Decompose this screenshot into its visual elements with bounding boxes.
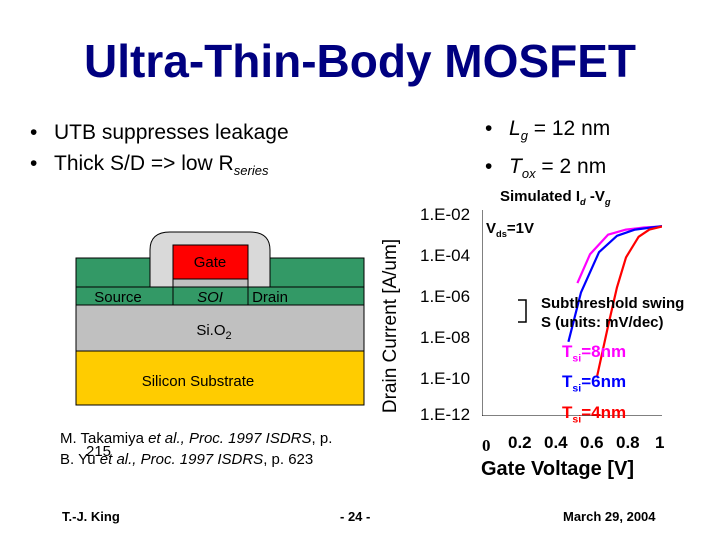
value: = 12 nm	[527, 117, 611, 140]
symbol: T	[509, 155, 522, 179]
y-tick-label: 1.E-08	[420, 328, 471, 347]
swing-line-1: Subthreshold swing	[541, 295, 685, 312]
footer-page-number: - 24 -	[340, 509, 371, 524]
gate-label: Gate	[194, 254, 227, 271]
bullet-text: UTB suppresses leakage	[54, 121, 289, 144]
swing-bracket-icon	[518, 299, 527, 323]
series-label-4nm: Tsi=4nm	[562, 402, 627, 426]
substrate-label: Silicon Substrate	[142, 373, 255, 390]
ref-page: , p. 623	[263, 451, 314, 468]
symbol-subscript: ox	[521, 166, 536, 182]
series-label-6nm: Tsi=6nm	[562, 372, 627, 395]
y-tick-label: 1.E-10	[420, 369, 471, 388]
chart-title: Simulated Id -Vg	[500, 188, 611, 207]
x-tick-label: 0.6	[580, 433, 604, 452]
footer-date: March 29, 2004	[563, 509, 656, 524]
symbol: L	[509, 117, 521, 140]
y-tick-label: 1.E-06	[420, 287, 471, 306]
substrate-layer	[75, 350, 365, 406]
ref-page: , p.	[311, 430, 333, 447]
y-tick-label: 1.E-02	[420, 205, 471, 224]
bullet-utb: • UTB suppresses leakage	[30, 121, 289, 144]
left-bullet-list: • UTB suppresses leakage • Thick S/D => lo…	[30, 117, 289, 186]
x-tick-label: 0.2	[508, 433, 532, 452]
source-region	[75, 286, 174, 306]
buried-oxide-layer	[75, 304, 365, 352]
bullet-subscript: series	[233, 163, 269, 179]
y-tick-label: 1.E-04	[420, 246, 471, 265]
ref-author: M. Takamiya	[60, 430, 149, 447]
x-tick-label: 1	[655, 433, 665, 452]
bullet-thick-sd: • Thick S/D => low Rseries	[30, 152, 269, 179]
reference-1: M. Takamiya et al., Proc. 1997 ISDRS, p.	[60, 428, 332, 449]
ref-source: et al., Proc. 1997 ISDRS	[148, 430, 312, 447]
x-tick-label: 0	[482, 436, 491, 455]
soi-label: SOI	[197, 289, 223, 306]
swing-line-2: S (units: mV/dec)	[541, 314, 664, 331]
gate-oxide	[172, 278, 249, 288]
drain-region	[247, 286, 365, 306]
chart-xlabel: Gate Voltage [V]	[481, 458, 634, 480]
chart-ylabel: Drain Current [A/um]	[380, 238, 401, 414]
bullet-text: Thick S/D => low R	[54, 152, 234, 175]
oxide-label: Si.O2	[196, 322, 231, 342]
series-line-tsi-6nm	[567, 225, 662, 343]
series-label-8nm: Tsi=8nm	[562, 342, 627, 365]
ref-source: et al., Proc. 1997 ISDRS	[99, 451, 264, 468]
value: = 2 nm	[535, 155, 607, 179]
reference-2: B. Yu et al., Proc. 1997 ISDRS, p. 623	[60, 449, 332, 470]
right-bullet-list: • Lg = 12 nm • Tox = 2 nm	[485, 113, 610, 189]
bullet-tox: • Tox = 2 nm	[485, 155, 607, 182]
swing-annotation: Subthreshold swing S (units: mV/dec)	[541, 294, 684, 332]
drain-label: Drain	[252, 289, 288, 306]
reference-1-page-number: 215	[86, 443, 112, 460]
ref-author: B. Yu	[60, 451, 100, 468]
y-tick-label: 1.E-12	[420, 405, 471, 424]
slide-title: Ultra-Thin-Body MOSFET	[84, 35, 636, 87]
x-tick-label: 0.8	[616, 433, 640, 452]
vds-annotation: Vds=1V	[486, 220, 534, 239]
symbol-subscript: g	[520, 128, 528, 144]
series-line-tsi-4nm	[596, 225, 662, 377]
x-tick-label: 0.4	[544, 433, 568, 452]
iv-chart-plot	[482, 210, 662, 416]
bullet-lg: • Lg = 12 nm	[485, 117, 611, 144]
footer-author: T.-J. King	[62, 509, 120, 524]
source-label: Source	[94, 289, 142, 306]
utb-mosfet-cross-section: Gate Source SOI Drain Si.O2 Silicon Subs…	[75, 231, 365, 406]
references: M. Takamiya et al., Proc. 1997 ISDRS, p.…	[60, 428, 332, 470]
series-labels: Tsi=8nm Tsi=6nm Tsi=4nm	[562, 340, 626, 431]
